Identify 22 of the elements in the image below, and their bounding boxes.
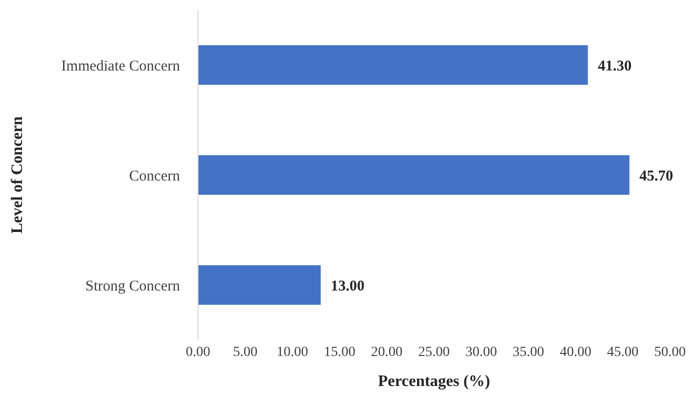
x-tick-label: 15.00 xyxy=(324,345,356,360)
x-tick-label: 30.00 xyxy=(465,345,497,360)
data-label: 13.00 xyxy=(330,278,364,294)
data-label: 45.70 xyxy=(639,168,674,184)
data-label: 41.30 xyxy=(598,58,632,74)
x-tick-label: 20.00 xyxy=(371,345,403,360)
x-tick-label: 25.00 xyxy=(418,345,450,360)
x-tick-label: 45.00 xyxy=(607,345,639,360)
x-tick-label: 35.00 xyxy=(512,345,544,360)
bar xyxy=(198,155,630,195)
bar xyxy=(198,265,321,305)
x-tick-label: 10.00 xyxy=(276,345,308,360)
x-tick-label: 40.00 xyxy=(560,345,592,360)
x-tick-label: 5.00 xyxy=(232,345,258,360)
y-tick-label: Strong Concern xyxy=(85,278,180,294)
y-axis-title: Level of Concern xyxy=(9,116,26,234)
y-tick-label: Concern xyxy=(129,168,180,184)
x-tick-label: 50.00 xyxy=(654,345,686,360)
x-tick-label: 0.00 xyxy=(186,345,210,360)
y-tick-label: Immediate Concern xyxy=(61,58,180,74)
bar xyxy=(198,45,588,85)
x-axis-title: Percentages (%) xyxy=(378,373,490,390)
